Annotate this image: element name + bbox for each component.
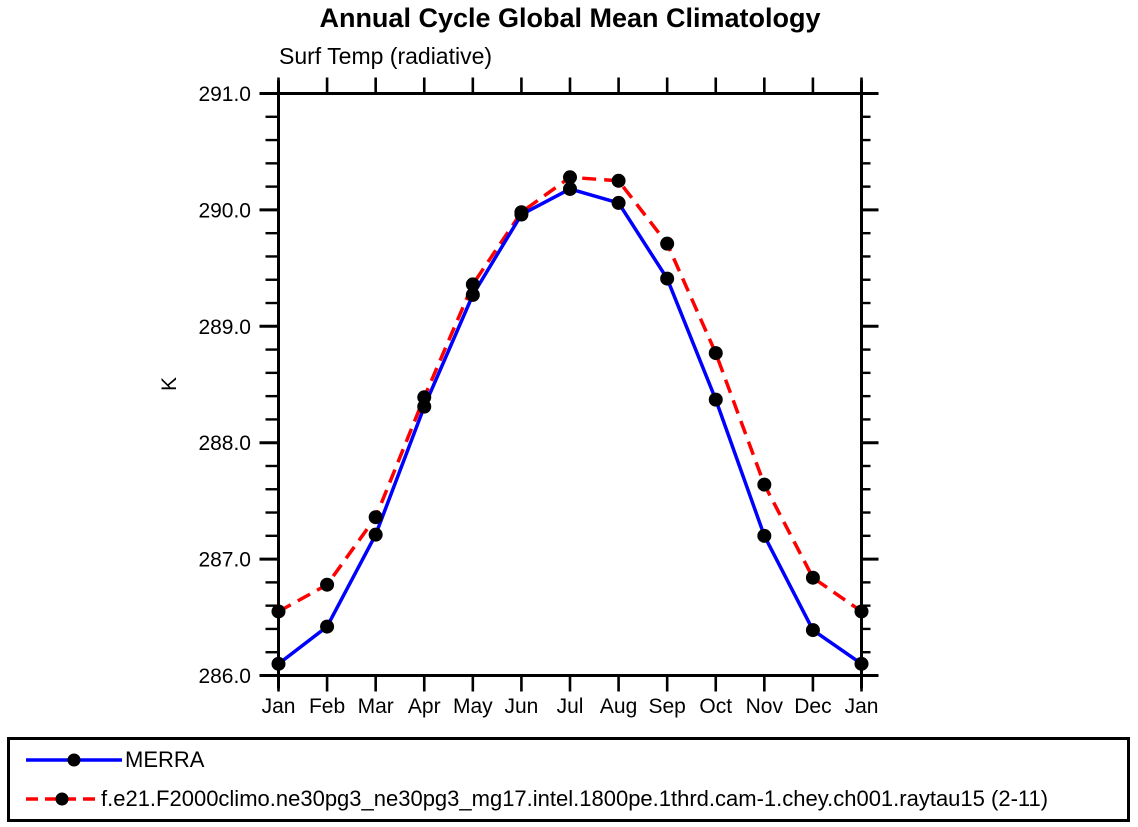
data-point-marker [708,392,723,407]
legend-line-swatch [26,753,122,767]
x-tick-label: Dec [794,695,831,718]
data-point-marker [660,236,675,251]
y-tick-label: 286.0 [198,665,251,688]
x-tick-label: Jan [845,695,879,718]
y-tick-label: 287.0 [198,549,251,572]
y-tick-label: 288.0 [198,432,251,455]
legend-entry: f.e21.F2000climo.ne30pg3_ne30pg3_mg17.in… [10,781,1127,817]
data-point-marker [660,271,675,286]
y-tick-label: 291.0 [198,83,251,106]
data-point-marker [368,527,383,542]
data-point-marker [757,528,772,543]
x-tick-label: May [453,695,493,718]
data-point-marker [320,619,335,634]
data-point-marker [563,181,577,196]
y-axis-title: K [158,377,181,391]
legend-marker-dot [67,753,81,767]
data-point-marker [611,195,626,210]
legend-marker-dot [55,792,69,806]
x-tick-label: Apr [408,695,441,718]
data-point-marker [417,390,432,405]
x-tick-label: Aug [600,695,637,718]
data-point-marker [465,277,480,292]
data-point-marker [708,346,723,361]
data-point-marker [271,604,286,619]
legend-label: f.e21.F2000climo.ne30pg3_ne30pg3_mg17.in… [101,785,1049,811]
data-point-marker [271,656,286,671]
data-point-marker [805,570,820,585]
x-tick-label: Jul [557,695,584,718]
legend-entry: MERRA [10,742,1127,778]
y-tick-label: 290.0 [198,199,251,222]
chart-subtitle: Surf Temp (radiative) [279,43,493,69]
data-point-marker [465,287,480,302]
series-line-dashed [277,175,863,614]
data-point-marker [854,656,869,671]
data-point-marker [854,604,869,619]
x-tick-label: Mar [358,695,394,718]
data-point-marker [805,623,820,638]
x-tick-label: Jun [504,695,538,718]
x-tick-label: Oct [699,695,732,718]
x-tick-label: Jan [262,695,296,718]
data-point-marker [368,510,383,525]
legend-label: MERRA [125,747,205,773]
legend-line-swatch [26,792,98,806]
legend-box: MERRA f.e21.F2000climo.ne30pg3_ne30pg3_mg… [7,737,1130,822]
y-tick-label: 289.0 [198,316,251,339]
data-point-marker [757,477,772,492]
chart-title: Annual Cycle Global Mean Climatology [319,3,821,33]
data-point-marker [611,173,626,188]
data-point-marker [514,205,529,220]
x-tick-label: Nov [746,695,784,718]
x-tick-label: Sep [648,695,685,718]
series-line-solid [277,187,863,666]
data-point-marker [563,170,577,185]
data-point-marker [320,577,335,592]
x-tick-label: Feb [309,695,345,718]
